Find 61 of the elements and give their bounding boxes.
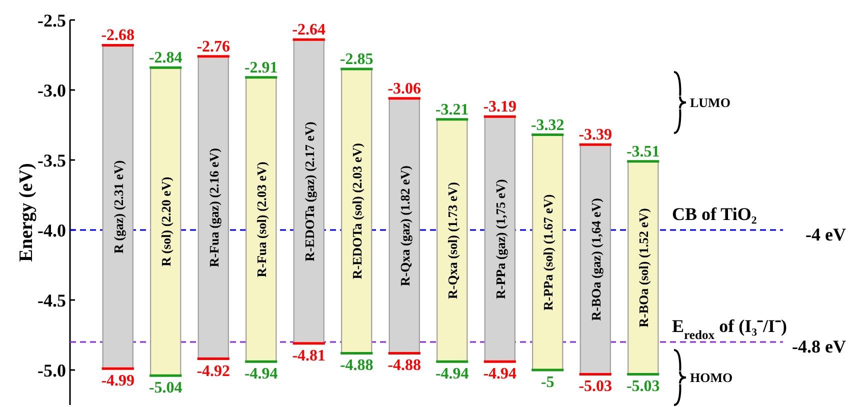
annotation: -2.76 (196, 38, 230, 56)
annotation: -3.39 (578, 126, 612, 144)
x-tick-label: R-BOa (sol) (1.52 eV) (636, 208, 652, 328)
annotation: -5 (540, 374, 554, 391)
annotation: -5.03 (626, 378, 660, 396)
bar (628, 160, 659, 375)
y-tick-label: -4.5 (38, 290, 66, 310)
annotation: -2.85 (340, 51, 374, 68)
annotation: -3.06 (388, 80, 422, 98)
annotation: -4.92 (196, 362, 230, 380)
text: -4 eV (806, 224, 846, 244)
text: LUMO (690, 95, 730, 110)
y-tick-label: -3.0 (38, 80, 66, 100)
bar (436, 118, 468, 362)
annotation: -4.94 (483, 366, 517, 383)
x-tick-label: R-EDOTa (sol) (2.03 eV) (350, 143, 365, 280)
bar (102, 44, 134, 370)
text: HOMO (690, 370, 733, 386)
annotation: -2.68 (101, 27, 135, 44)
annotation: -4.88 (388, 357, 422, 374)
x-tick-label: R-Fua (gaz) (2.16 eV) (206, 148, 222, 268)
x-tick-label: R-PPa (gaz) (1,75 eV) (492, 179, 508, 300)
annotation: -4.99 (101, 372, 135, 390)
x-tick-label: R-Qxa (sol) (1.73 eV) (445, 182, 460, 299)
annotation: -4.94 (435, 366, 469, 383)
annotation: -3.32 (530, 116, 564, 134)
annotation: -3.19 (483, 98, 517, 116)
y-tick-label: -5.0 (38, 360, 66, 380)
x-tick-label: R-Qxa (gaz) (1.82 eV) (397, 166, 412, 286)
annotation: -2.91 (244, 59, 278, 76)
bar (150, 67, 182, 376)
annotation: -3.51 (626, 143, 660, 160)
bar (532, 134, 564, 370)
y-axis-title: Energy (eV) (16, 163, 37, 262)
bar (388, 98, 420, 354)
bar (484, 116, 516, 362)
bar (580, 144, 611, 375)
x-tick-label: R (gaz) (2.31 eV) (110, 160, 126, 254)
y-tick-label: -2.5 (38, 10, 66, 30)
x-tick-label: R-EDOTa (gaz) (2.17 eV) (302, 122, 317, 262)
annotation: -3.21 (435, 101, 469, 118)
y-tick-label: -4.0 (38, 220, 66, 240)
bar (293, 39, 324, 344)
annotation: -4.88 (340, 357, 374, 374)
x-tick-label: R-BOa (gaz) (1,64 eV) (588, 198, 604, 321)
bar (246, 76, 277, 362)
text: -4.8 eV (792, 336, 846, 356)
annotation: -2.84 (148, 50, 182, 67)
y-tick-label: -3.5 (38, 150, 66, 170)
annotation: -5.04 (148, 380, 182, 397)
x-tick-label: R (sol) (2.20 eV) (158, 176, 174, 266)
x-tick-label: R-Fua (sol) (2.03 eV) (254, 162, 270, 278)
annotation: -5.03 (578, 378, 612, 396)
annotation: -4.94 (244, 366, 278, 383)
annotation: -2.64 (292, 22, 326, 39)
ref-line-label: E$_{redox}$ of (I₃⁻/I⁻) (672, 316, 787, 342)
x-tick-label: R-PPa (sol) (1.67 eV) (540, 194, 556, 311)
annotation: -4.81 (292, 347, 326, 364)
bar (198, 56, 229, 360)
bar (341, 68, 372, 354)
ref-line-label: CB of TiO₂ (672, 204, 757, 224)
